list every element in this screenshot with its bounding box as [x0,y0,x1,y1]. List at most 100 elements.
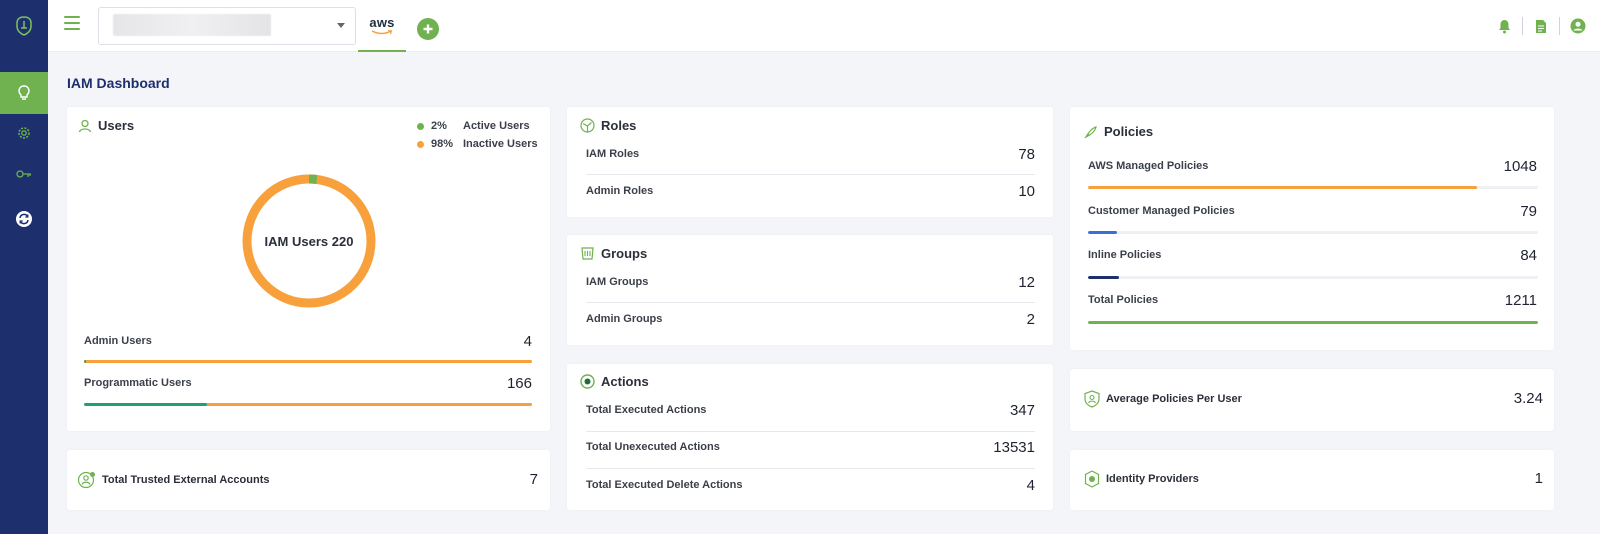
chevron-down-icon [337,23,345,28]
top-right-actions [1496,16,1586,36]
avg-policies-card: Average Policies Per User 3.24 [1070,369,1554,431]
plus-icon [423,24,433,34]
programmatic-users-bar [84,403,532,406]
groups-title-text: Groups [601,246,648,261]
identity-providers-label: Identity Providers [1106,473,1199,485]
trusted-accounts-label: Total Trusted External Accounts [102,474,270,486]
trusted-accounts-card: Total Trusted External Accounts 7 [67,450,550,510]
customer-managed-policies-bar-fill [1088,231,1118,234]
inline-policies-label: Inline Policies [1088,249,1162,261]
identity-providers-value: 1 [1534,470,1543,487]
legend-inactive-label: Inactive Users [463,138,538,150]
shield-logo-icon [16,16,32,36]
aws-managed-policies-bar [1088,186,1538,189]
sidebar-item-sync[interactable] [0,198,48,240]
tab-aws[interactable]: aws [358,0,406,52]
admin-users-bar [84,360,532,363]
users-donut-chart [242,174,376,308]
donut-active-segment [242,174,376,308]
policies-card: Policies AWS Managed Policies 1048 Custo… [1070,107,1554,350]
avg-policies-value: 3.24 [1513,390,1543,407]
account-selector[interactable] [98,7,356,45]
roles-card: Roles IAM Roles 78 Admin Roles 10 [567,107,1053,217]
users-card: Users 2% Active Users 98% Inactive Users… [67,107,550,431]
lightbulb-icon [18,85,30,100]
admin-users-bar-fill [84,360,87,363]
user-profile-button[interactable] [1570,18,1586,34]
legend-dot-inactive [417,140,424,148]
user-check-icon [78,471,95,489]
programmatic-users-label: Programmatic Users [84,377,192,389]
avg-policies-label: Average Policies Per User [1106,393,1242,405]
legend-inactive-users: 98% Inactive Users [417,138,538,150]
customer-managed-policies-value: 79 [1520,203,1537,220]
key-icon [16,170,31,178]
iam-groups-value: 12 [1018,274,1035,291]
app-logo[interactable] [0,0,48,52]
programmatic-users-bar-fill [84,403,208,406]
reports-button[interactable] [1533,18,1549,34]
toolbar-divider [1559,17,1560,35]
users-card-title: Users [78,118,134,133]
customer-managed-policies-bar [1088,231,1538,234]
quill-icon [1084,125,1097,138]
legend-active-pct: 2% [431,120,447,132]
groups-icon [581,247,594,260]
toolbar-divider [1522,17,1523,35]
admin-users-label: Admin Users [84,335,152,347]
menu-toggle-button[interactable] [64,16,80,30]
iam-roles-label: IAM Roles [586,148,640,160]
iam-groups-label: IAM Groups [586,276,649,288]
roles-title-text: Roles [601,118,637,133]
identity-providers-card: Identity Providers 1 [1070,450,1554,510]
groups-divider [586,302,1035,303]
admin-groups-value: 2 [1026,311,1035,328]
policies-title-text: Policies [1104,124,1154,139]
roles-icon [580,118,595,133]
trusted-accounts-value: 7 [529,471,538,488]
aws-managed-policies-value: 1048 [1503,158,1537,175]
unexecuted-actions-value: 13531 [993,439,1035,456]
total-policies-value: 1211 [1504,292,1537,309]
inline-policies-bar-fill [1088,276,1120,279]
legend-active-users: 2% Active Users [417,120,530,132]
actions-title-text: Actions [601,374,649,389]
admin-groups-label: Admin Groups [586,313,663,325]
page-title: IAM Dashboard [67,75,170,91]
admin-roles-value: 10 [1018,183,1035,200]
total-policies-bar-fill [1088,321,1538,324]
sidebar-item-keys[interactable] [0,153,48,195]
legend-active-label: Active Users [463,120,530,132]
legend-inactive-pct: 98% [431,138,454,150]
actions-card-title: Actions [580,374,649,389]
programmatic-users-value: 166 [506,375,532,392]
target-icon [580,374,595,389]
delete-actions-label: Total Executed Delete Actions [586,479,743,491]
avg-policies-title: Average Policies Per User [1084,390,1242,408]
roles-divider [586,174,1035,175]
groups-card: Groups IAM Groups 12 Admin Groups 2 [567,235,1053,345]
aws-smile-icon [371,29,393,34]
notifications-button[interactable] [1496,18,1512,34]
admin-roles-label: Admin Roles [586,185,654,197]
aws-managed-policies-label: AWS Managed Policies [1088,160,1209,172]
actions-card: Actions Total Executed Actions 347 Total… [567,364,1053,510]
inline-policies-value: 84 [1520,247,1537,264]
sidebar-item-settings[interactable] [0,112,48,154]
aws-tab-label: aws [369,14,395,30]
actions-divider-2 [586,468,1035,469]
customer-managed-policies-label: Customer Managed Policies [1088,205,1235,217]
add-account-button[interactable] [417,18,439,40]
sidebar-item-insights[interactable] [0,72,48,114]
delete-actions-value: 4 [1026,477,1035,494]
users-title-text: Users [98,118,135,133]
identity-providers-title: Identity Providers [1084,470,1199,488]
gear-icon [18,127,30,139]
user-icon [78,119,92,132]
trusted-accounts-title: Total Trusted External Accounts [78,471,269,489]
executed-actions-value: 347 [1009,402,1035,419]
groups-card-title: Groups [580,246,647,261]
legend-dot-active [417,122,424,130]
sync-icon [16,211,32,227]
identity-badge-icon [1084,470,1100,488]
